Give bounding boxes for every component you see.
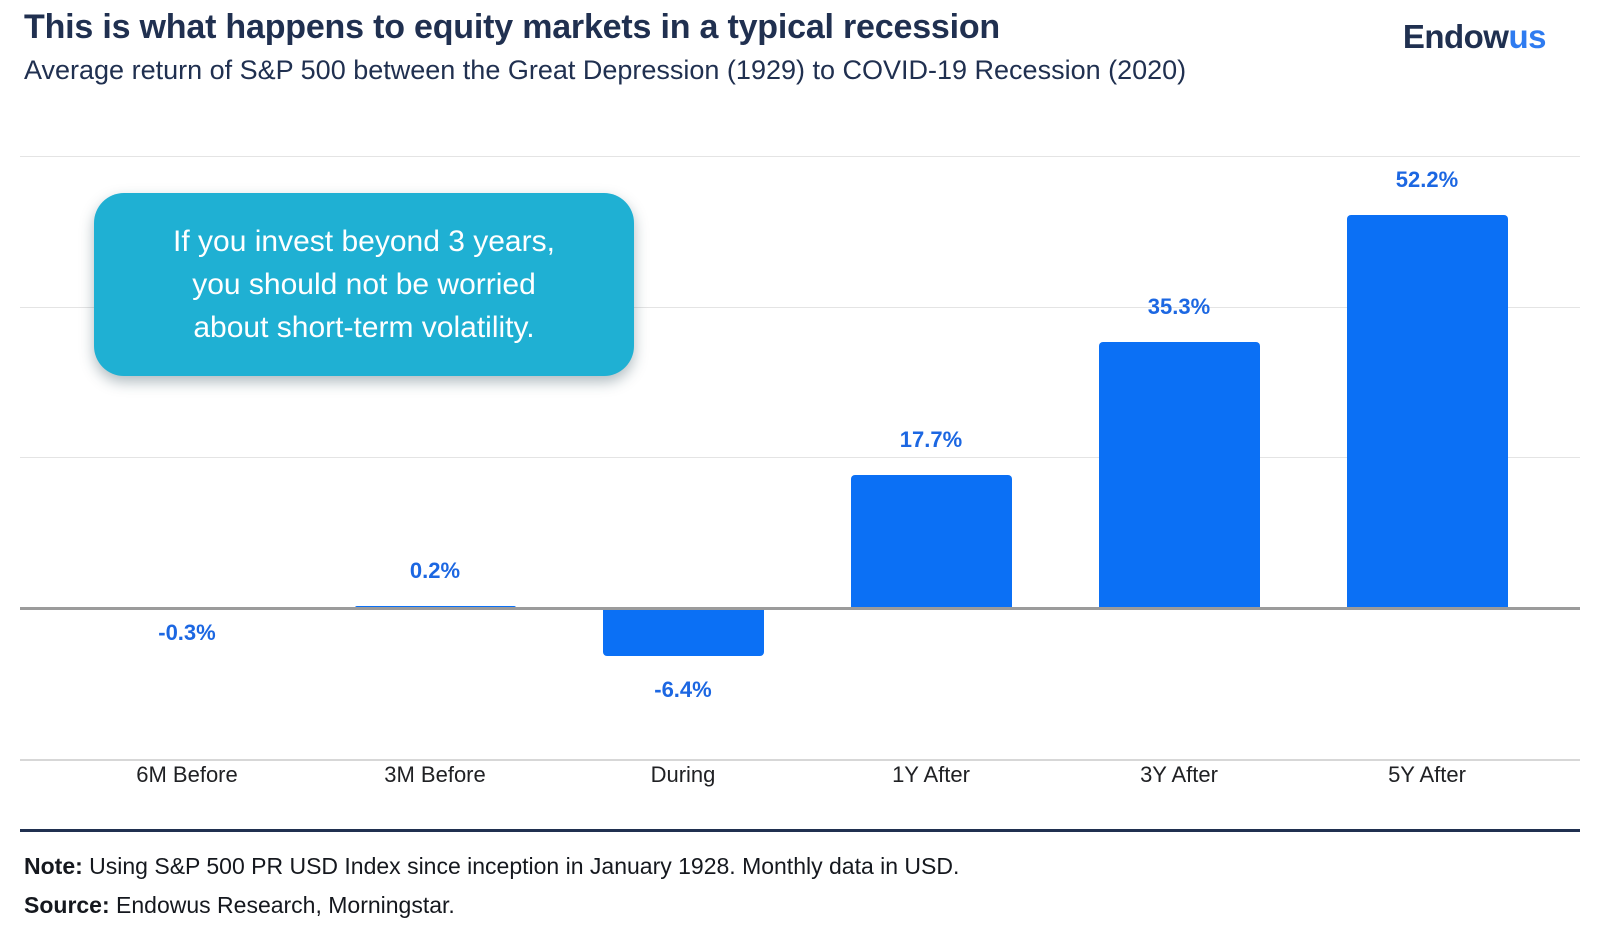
gridline-60pct — [20, 156, 1580, 157]
endowus-logo: Endowus — [1402, 18, 1547, 56]
value-label-1y-after: 17.7% — [899, 427, 963, 452]
category-label-5y-after: 5Y After — [1388, 762, 1466, 787]
zero-axis-line — [20, 607, 1580, 610]
bar-during — [603, 608, 764, 656]
callout-line-3: about short-term volatility. — [193, 311, 535, 344]
page-subtitle: Average return of S&P 500 between the Gr… — [24, 55, 1187, 85]
callout-line-2: you should not be worried — [192, 268, 536, 301]
category-label-1y-after: 1Y After — [892, 762, 970, 787]
gridline-40pct — [20, 307, 1580, 308]
value-label-3m-before: 0.2% — [409, 558, 461, 583]
source-body: Endowus Research, Morningstar. — [109, 892, 455, 918]
note-body: Using S&P 500 PR USD Index since incepti… — [82, 853, 960, 879]
value-label-5y-after: 52.2% — [1395, 167, 1459, 192]
bar-3y-after — [1099, 342, 1260, 608]
callout-line-1: If you invest beyond 3 years, — [173, 225, 555, 258]
bar-5y-after — [1347, 215, 1508, 608]
page-title: This is what happens to equity markets i… — [24, 8, 1000, 46]
footer-divider — [20, 829, 1580, 832]
category-label-during: During — [650, 762, 716, 787]
note-text: Note: Using S&P 500 PR USD Index since i… — [24, 853, 959, 880]
note-label: Note: — [24, 853, 83, 879]
category-label-6m-before: 6M Before — [136, 762, 238, 787]
logo-text-blue: us — [1508, 18, 1546, 55]
category-label-3m-before: 3M Before — [384, 762, 486, 787]
source-label: Source: — [24, 892, 110, 918]
source-text: Source: Endowus Research, Morningstar. — [24, 892, 455, 919]
gridline-20pct — [20, 457, 1580, 458]
value-label-during: -6.4% — [654, 677, 712, 702]
gridline--20pct — [20, 759, 1580, 761]
callout-box: If you invest beyond 3 years, you should … — [94, 193, 634, 376]
value-label-3y-after: 35.3% — [1147, 294, 1211, 319]
value-label-6m-before: -0.3% — [158, 620, 216, 645]
bar-1y-after — [851, 475, 1012, 608]
logo-text-dark: Endow — [1402, 18, 1509, 55]
category-label-3y-after: 3Y After — [1140, 762, 1218, 787]
